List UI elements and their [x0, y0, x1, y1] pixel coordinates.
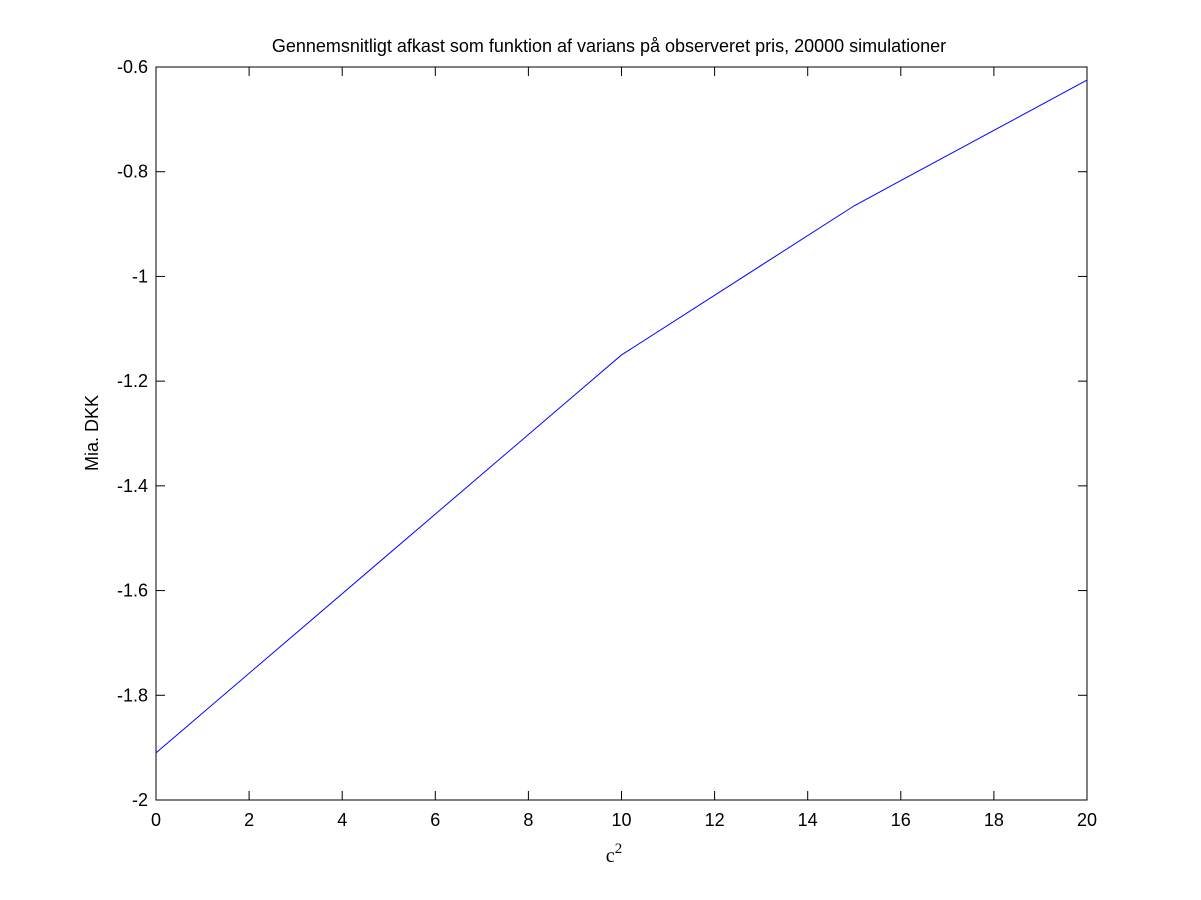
- x-tick-label: 10: [611, 810, 631, 830]
- x-tick-label: 6: [430, 810, 440, 830]
- series-group: [155, 79, 1088, 754]
- y-tick-label: -1.6: [117, 581, 148, 601]
- x-axis: 0 2 4 6 8 10 12 14 16 18 20: [151, 67, 1097, 830]
- y-tick-label: -1.4: [117, 476, 148, 496]
- x-axis-label-superscript: 2: [615, 841, 623, 857]
- x-tick-label: 8: [523, 810, 533, 830]
- x-tick-label: 2: [244, 810, 254, 830]
- axes-box: [155, 66, 1088, 801]
- x-tick-label: 18: [984, 810, 1004, 830]
- x-axis-label-base: c: [606, 845, 615, 867]
- y-axis-label: Mia. DKK: [82, 395, 102, 471]
- x-tick-label: 14: [798, 810, 818, 830]
- y-tick-label: -1: [132, 266, 148, 286]
- y-tick-label: -0.6: [117, 57, 148, 77]
- y-tick-label: -1.2: [117, 371, 148, 391]
- x-axis-label: c2: [606, 841, 622, 867]
- x-tick-label: 12: [705, 810, 725, 830]
- chart-title: Gennemsnitligt afkast som funktion af va…: [272, 36, 946, 56]
- y-axis: -2 -1.8 -1.6 -1.4 -1.2 -1 -0.8 -0.6: [117, 57, 1087, 810]
- series-line: [155, 79, 1088, 754]
- y-tick-label: -2: [132, 790, 148, 810]
- x-tick-label: 16: [891, 810, 911, 830]
- y-tick-label: -0.8: [117, 162, 148, 182]
- plot-area: 0 2 4 6 8 10 12 14 16 18 20 -2 -1.8 -1.6 -1.4 -1.2 -1 -0…: [117, 57, 1097, 830]
- y-tick-label: -1.8: [117, 685, 148, 705]
- x-tick-label: 4: [337, 810, 347, 830]
- x-tick-label: 20: [1077, 810, 1097, 830]
- x-tick-label: 0: [151, 810, 161, 830]
